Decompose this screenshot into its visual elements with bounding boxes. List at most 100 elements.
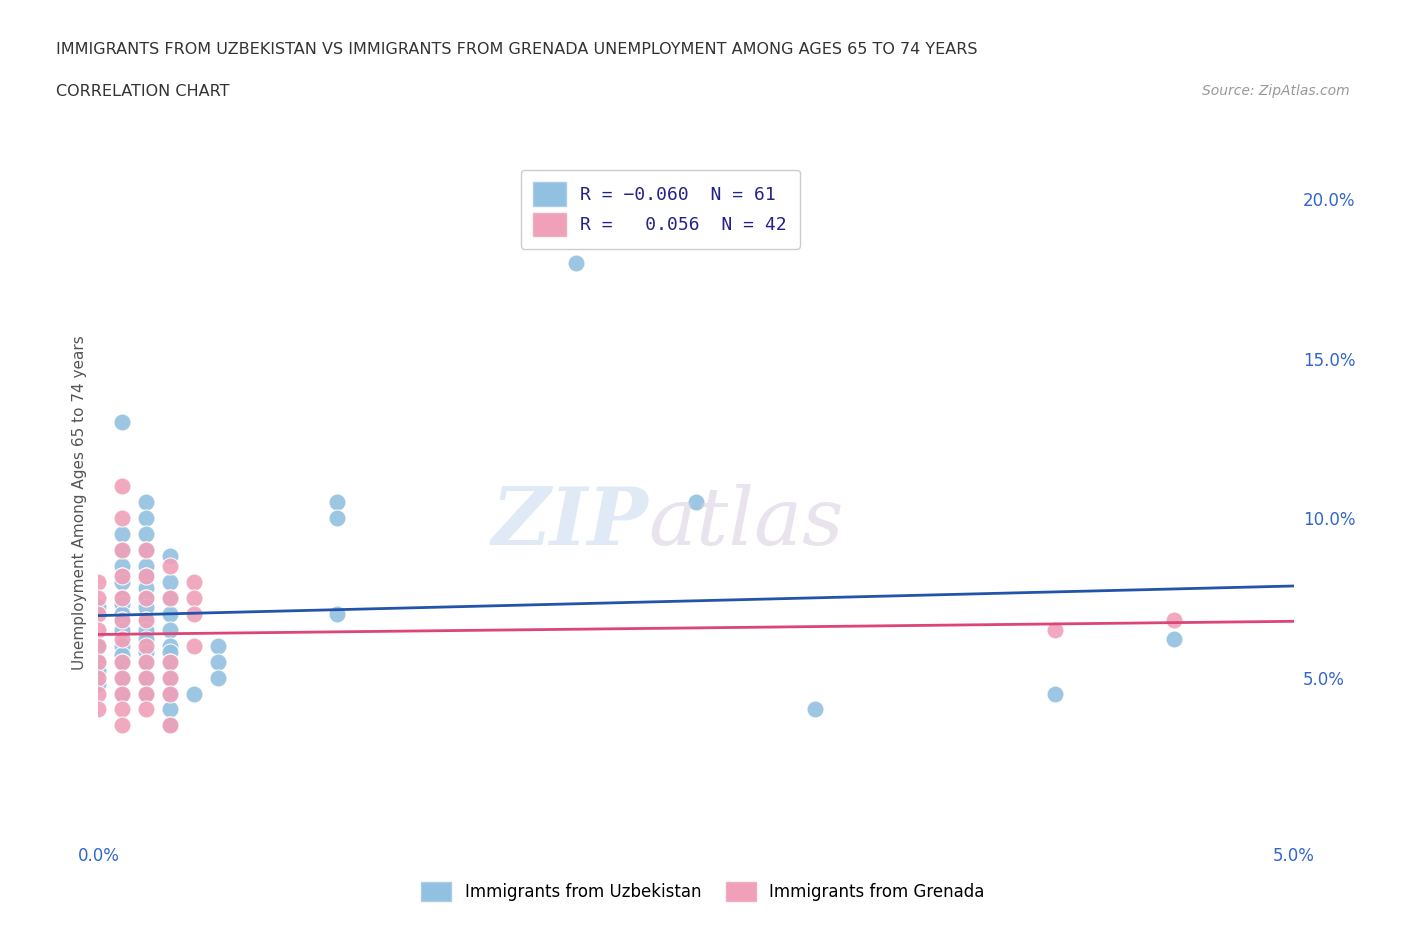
Point (207, 638, 229, 653)
Point (183, 686, 205, 701)
Point (135, 542, 157, 557)
Point (159, 591, 181, 605)
Point (565, 256, 588, 271)
Point (111, 597, 134, 612)
Point (135, 613, 157, 628)
Point (159, 606, 181, 621)
Y-axis label: Unemployment Among Ages 65 to 74 years: Unemployment Among Ages 65 to 74 years (72, 335, 87, 670)
Point (111, 479, 134, 494)
Point (111, 686, 134, 701)
Point (135, 671, 157, 685)
Point (87, 671, 110, 685)
Point (87, 622, 110, 637)
Text: atlas: atlas (648, 484, 844, 561)
Point (135, 644, 157, 659)
Point (135, 495, 157, 510)
Point (111, 415, 134, 430)
Point (87, 638, 110, 653)
Point (135, 671, 157, 685)
Point (326, 511, 349, 525)
Point (135, 622, 157, 637)
Point (111, 613, 134, 628)
Point (1043, 622, 1066, 637)
Point (135, 591, 157, 605)
Point (111, 638, 134, 653)
Point (183, 606, 205, 621)
Text: ZIP: ZIP (491, 484, 648, 561)
Point (87, 591, 110, 605)
Point (159, 686, 181, 701)
Point (111, 542, 134, 557)
Point (87, 575, 110, 590)
Point (159, 718, 181, 733)
Point (87, 606, 110, 621)
Point (135, 613, 157, 628)
Point (159, 559, 181, 574)
Point (685, 495, 707, 510)
Point (159, 671, 181, 685)
Point (326, 606, 349, 621)
Text: CORRELATION CHART: CORRELATION CHART (56, 84, 229, 99)
Point (111, 648, 134, 663)
Point (87, 600, 110, 615)
Point (159, 622, 181, 637)
Point (135, 600, 157, 615)
Point (135, 631, 157, 646)
Point (87, 654, 110, 669)
Point (135, 638, 157, 653)
Point (1043, 686, 1066, 701)
Point (111, 575, 134, 590)
Point (111, 606, 134, 621)
Point (159, 702, 181, 717)
Point (135, 568, 157, 583)
Point (111, 654, 134, 669)
Point (87, 702, 110, 717)
Point (111, 622, 134, 637)
Point (159, 591, 181, 605)
Point (111, 686, 134, 701)
Point (135, 686, 157, 701)
Point (111, 671, 134, 685)
Point (183, 591, 205, 605)
Legend: R = −0.060  N = 61, R =   0.056  N = 42: R = −0.060 N = 61, R = 0.056 N = 42 (520, 170, 800, 248)
Point (159, 686, 181, 701)
Point (135, 511, 157, 525)
Point (135, 654, 157, 669)
Point (135, 591, 157, 605)
Point (111, 718, 134, 733)
Point (135, 581, 157, 596)
Point (326, 495, 349, 510)
Point (159, 638, 181, 653)
Point (159, 575, 181, 590)
Point (159, 654, 181, 669)
Point (111, 631, 134, 646)
Point (87, 664, 110, 679)
Point (87, 654, 110, 669)
Point (159, 718, 181, 733)
Point (135, 654, 157, 669)
Point (159, 549, 181, 564)
Point (111, 654, 134, 669)
Text: IMMIGRANTS FROM UZBEKISTAN VS IMMIGRANTS FROM GRENADA UNEMPLOYMENT AMONG AGES 65: IMMIGRANTS FROM UZBEKISTAN VS IMMIGRANTS… (56, 42, 977, 57)
Text: Source: ZipAtlas.com: Source: ZipAtlas.com (1202, 84, 1350, 98)
Point (111, 568, 134, 583)
Point (87, 676, 110, 691)
Point (111, 568, 134, 583)
Point (111, 542, 134, 557)
Point (1163, 631, 1185, 646)
Point (159, 671, 181, 685)
Point (183, 638, 205, 653)
Point (87, 638, 110, 653)
Point (135, 526, 157, 541)
Point (111, 591, 134, 605)
Point (135, 559, 157, 574)
Point (135, 568, 157, 583)
Point (207, 654, 229, 669)
Point (111, 671, 134, 685)
Point (111, 526, 134, 541)
Legend: Immigrants from Uzbekistan, Immigrants from Grenada: Immigrants from Uzbekistan, Immigrants f… (415, 875, 991, 908)
Point (111, 702, 134, 717)
Point (135, 542, 157, 557)
Point (135, 702, 157, 717)
Point (159, 654, 181, 669)
